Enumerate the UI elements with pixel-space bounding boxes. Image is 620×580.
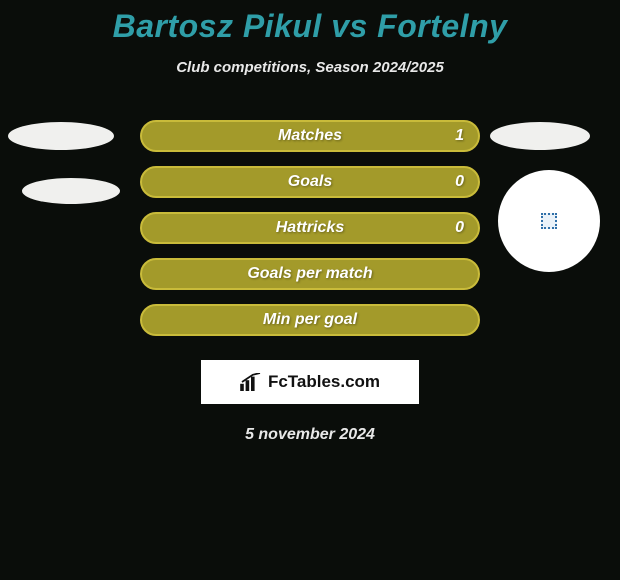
- team-badge-placeholder: [498, 170, 600, 272]
- stat-value-right: 0: [455, 173, 464, 191]
- chart-icon: [240, 373, 262, 391]
- stat-row-goals: Goals 0: [140, 166, 480, 198]
- stat-value-right: 1: [455, 127, 464, 145]
- decorative-ellipse-right-1: [490, 122, 590, 150]
- subtitle: Club competitions, Season 2024/2025: [0, 59, 620, 76]
- stat-row-min-per-goal: Min per goal: [140, 304, 480, 336]
- image-placeholder-icon: [541, 213, 557, 229]
- stat-row-goals-per-match: Goals per match: [140, 258, 480, 290]
- stat-row-matches: Matches 1: [140, 120, 480, 152]
- stat-label: Matches: [278, 127, 342, 145]
- stat-label: Goals: [288, 173, 332, 191]
- stat-row-hattricks: Hattricks 0: [140, 212, 480, 244]
- stat-label: Min per goal: [263, 311, 357, 329]
- page-title: Bartosz Pikul vs Fortelny: [0, 0, 620, 45]
- stat-label: Goals per match: [247, 265, 372, 283]
- stat-label: Hattricks: [276, 219, 344, 237]
- decorative-ellipse-left-1: [8, 122, 114, 150]
- fctables-logo: FcTables.com: [201, 360, 419, 404]
- date-text: 5 november 2024: [0, 426, 620, 444]
- decorative-ellipse-left-2: [22, 178, 120, 204]
- stat-value-right: 0: [455, 219, 464, 237]
- logo-text: FcTables.com: [268, 372, 380, 392]
